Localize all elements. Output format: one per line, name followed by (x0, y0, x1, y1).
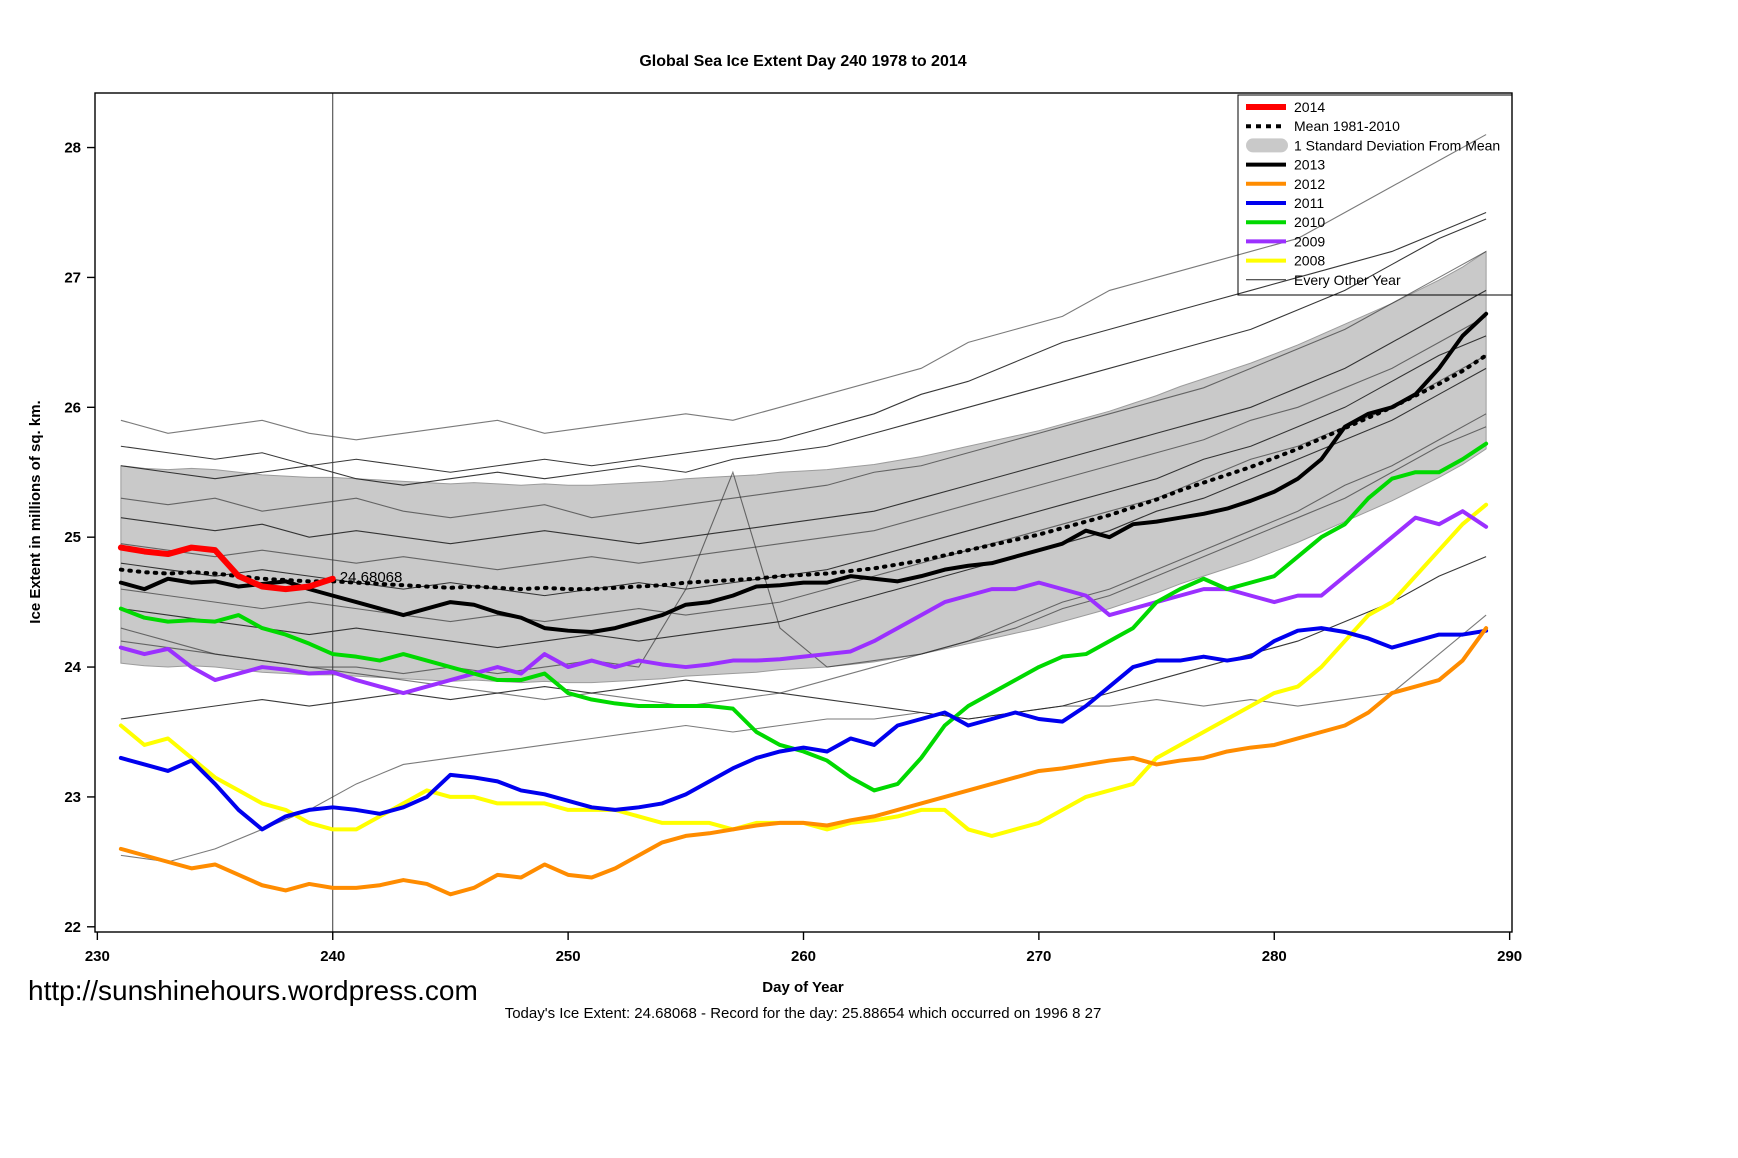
x-tick-label: 260 (791, 948, 816, 965)
chart-title: Global Sea Ice Extent Day 240 1978 to 20… (639, 53, 966, 70)
current-value-annotation: 24.68068 (340, 569, 403, 586)
legend-item-label: 1 Standard Deviation From Mean (1294, 137, 1500, 153)
legend-item-label: 2013 (1294, 157, 1325, 173)
x-tick-label: 290 (1497, 948, 1522, 965)
legend-item-label: 2014 (1294, 99, 1325, 115)
every-other-year-line (120, 354, 1487, 623)
every-other-year-line (120, 211, 1487, 473)
y-tick-label: 27 (64, 269, 81, 286)
x-tick-label: 270 (1026, 948, 1051, 965)
y-tick-label: 25 (64, 529, 81, 546)
y-axis-title: Ice Extent in millions of sq. km. (27, 400, 44, 623)
legend-swatch-band (1246, 138, 1288, 153)
y-tick-label: 23 (64, 789, 81, 806)
x-tick-label: 240 (320, 948, 345, 965)
watermark-url: http://sunshinehours.wordpress.com (28, 975, 478, 1006)
x-axis-title: Day of Year (762, 979, 844, 996)
footer-note: Today's Ice Extent: 24.68068 - Record fo… (505, 1005, 1102, 1022)
every-other-year-line (120, 367, 1487, 649)
legend-item-label: 2011 (1294, 195, 1324, 211)
every-other-year-line (120, 426, 1487, 675)
legend-item-label: 2009 (1294, 233, 1325, 249)
legend-box (1237, 94, 1513, 296)
x-tick-label: 250 (556, 948, 581, 965)
series-2012 (118, 626, 1489, 897)
every-other-year-line (120, 134, 1487, 441)
series-2011 (118, 626, 1489, 832)
legend-item-label: 2008 (1294, 253, 1325, 269)
x-tick-label: 230 (85, 948, 110, 965)
plot-layer: 230 240 250 260 270 280 290 22 23 24 25 26 27 28 2014 M… (64, 92, 1522, 965)
every-other-year-line (120, 218, 1487, 486)
y-tick-label: 28 (64, 140, 81, 157)
series-2013 (118, 311, 1489, 634)
y-tick-label: 24 (64, 659, 81, 676)
series-2010 (118, 441, 1489, 793)
series-2009 (118, 509, 1489, 696)
legend-item-label: Mean 1981-2010 (1294, 118, 1400, 134)
every-other-year-line (120, 315, 1487, 571)
legend-item-label: Every Other Year (1294, 272, 1401, 288)
series-2014 (117, 544, 336, 593)
x-tick-label: 280 (1262, 948, 1287, 965)
series-mean-1981-2010 (118, 353, 1489, 592)
every-other-year-line (120, 289, 1487, 545)
every-other-year-line (120, 413, 1487, 707)
every-other-year-line (120, 250, 1487, 519)
legend-item-label: 2012 (1294, 176, 1325, 192)
legend-item-label: 2010 (1294, 214, 1325, 230)
y-tick-label: 26 (64, 399, 81, 416)
y-tick-label: 22 (64, 919, 81, 936)
